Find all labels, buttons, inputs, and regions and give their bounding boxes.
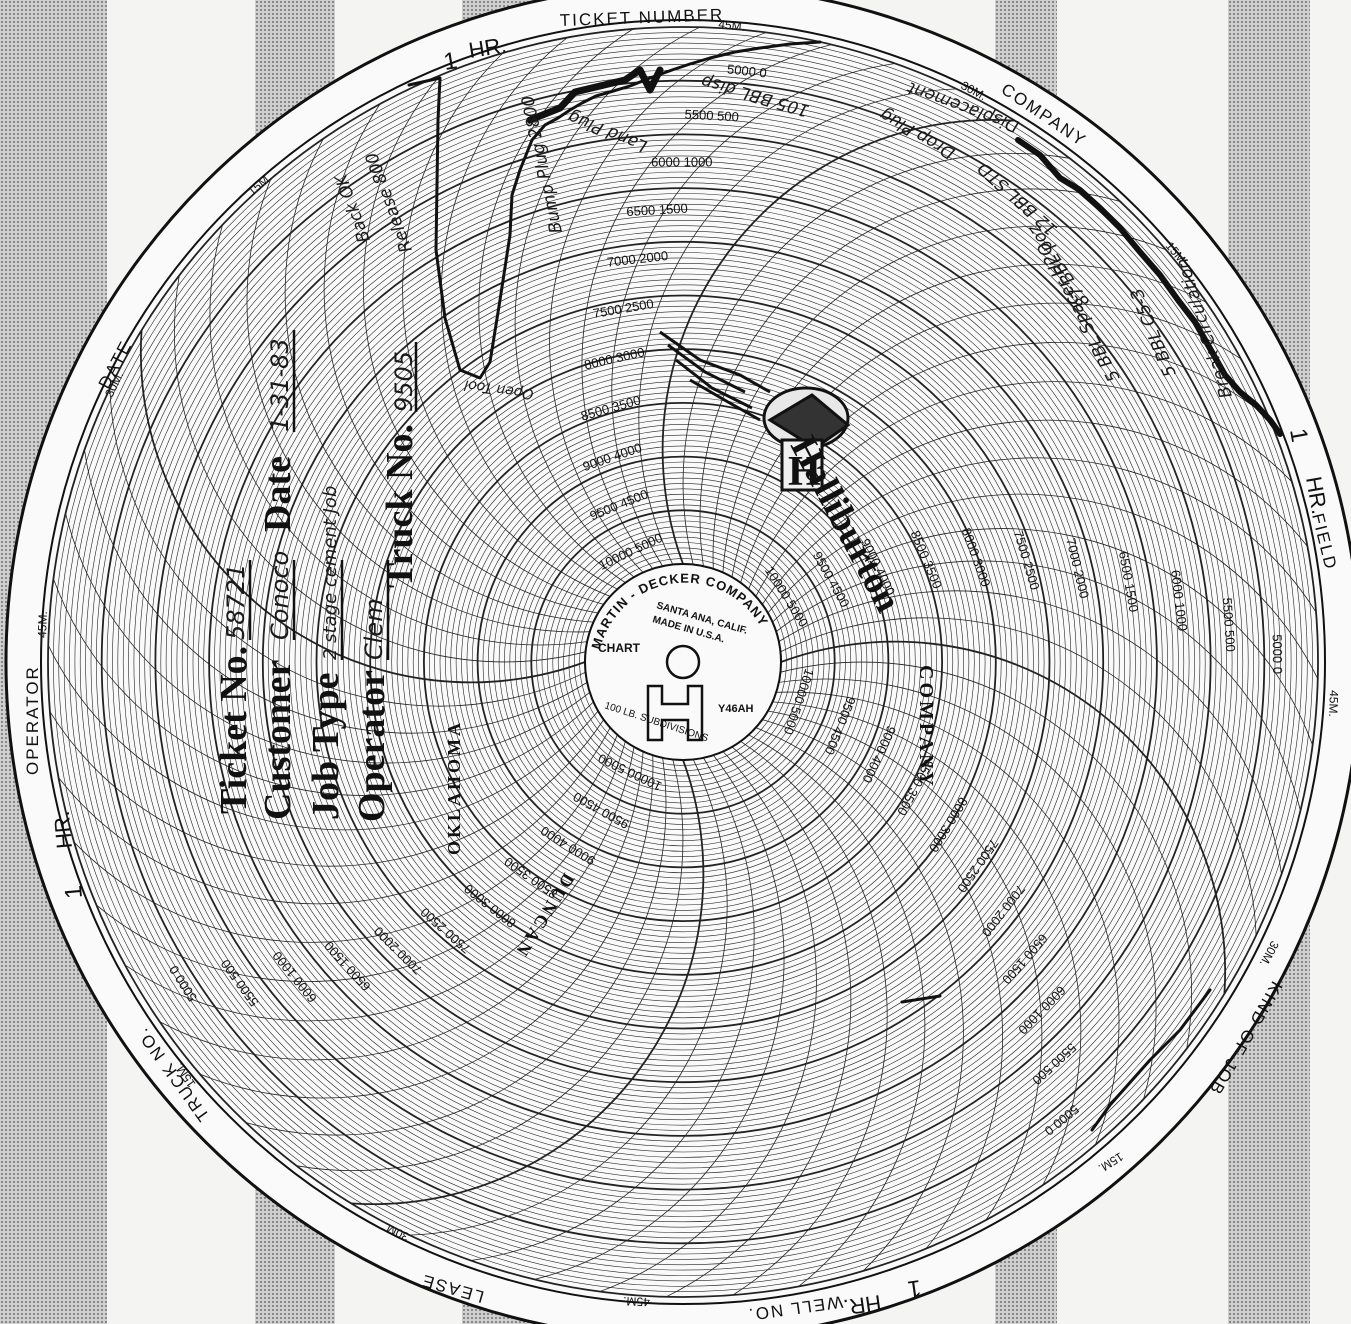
pressure-scale-label: 5500 500: [684, 107, 739, 125]
operator-label: Operator: [351, 670, 393, 822]
customer-label: Customer: [257, 659, 299, 820]
center-label: MARTIN - DECKER COMPANY SANTA ANA, CALIF…: [584, 563, 782, 761]
pressure-scale-label: 5500 500: [1220, 597, 1239, 652]
recorded-trace: [407, 40, 1283, 1132]
operator-value: Clem: [360, 598, 388, 660]
hr-one-top: 1: [442, 47, 459, 76]
mark-45m-bottom: 45M.: [623, 1294, 650, 1309]
pressure-scale-label: 5000 0: [726, 61, 767, 80]
brand-state: OKLAHOMA: [444, 720, 464, 855]
brand-company: COMPANY: [915, 665, 937, 789]
pressure-scale-label: 7000 2000: [606, 248, 669, 270]
pressure-scale-label: 6500 1500: [626, 201, 688, 220]
job-type-value: 2 stage cement Job: [320, 486, 341, 660]
ticket-value: 58721: [222, 564, 250, 640]
hr-one-bottom: 1: [906, 1274, 923, 1303]
rim-operator: OPERATOR: [23, 665, 42, 775]
chart-label: CHART: [598, 641, 641, 655]
outer-ring: [40, 19, 1326, 1305]
center-h-logo: [646, 684, 704, 742]
pressure-rings: [47, 26, 1319, 1298]
ticket-label: Ticket No.: [213, 646, 255, 814]
customer-value: Conoco: [266, 551, 294, 640]
hr-one-left: 1: [60, 884, 88, 900]
mark-45m-right: 45M.: [1326, 690, 1341, 717]
truck-value: 9505: [390, 351, 418, 412]
hr-label-bottom: HR.: [842, 1290, 883, 1320]
mark-45m-top: 45M.: [718, 17, 746, 34]
truck-label: Truck No.: [379, 424, 421, 588]
hr-label-left: HR.: [49, 810, 77, 850]
chart-model: Y46AH: [718, 703, 754, 715]
date-label: Date: [257, 456, 299, 532]
halliburton-wing-logo: H: [659, 330, 851, 495]
mark-45m-left: 45M.: [35, 611, 50, 638]
date-value: 1-31-83: [266, 338, 294, 432]
hr-one-right: 1: [1284, 426, 1313, 444]
pressure-scale-label: 5000 0: [1270, 634, 1286, 674]
logo-letter: H: [788, 449, 821, 495]
job-type-label: Job Type: [305, 673, 347, 820]
hr-label-top: HR.: [467, 32, 508, 63]
pressure-scale-label: 6000 1000: [651, 154, 712, 169]
